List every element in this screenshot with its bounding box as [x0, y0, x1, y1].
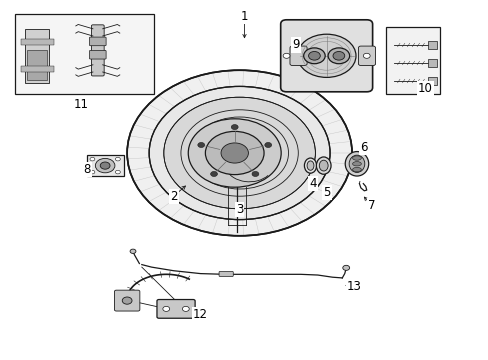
- Ellipse shape: [304, 158, 316, 173]
- Bar: [427, 41, 436, 49]
- FancyBboxPatch shape: [289, 46, 306, 66]
- Ellipse shape: [345, 152, 368, 176]
- Circle shape: [363, 53, 369, 58]
- Circle shape: [308, 51, 320, 60]
- Circle shape: [122, 297, 132, 304]
- Circle shape: [264, 143, 271, 148]
- Circle shape: [90, 157, 95, 161]
- Circle shape: [283, 24, 369, 87]
- FancyBboxPatch shape: [89, 37, 106, 46]
- Circle shape: [95, 158, 115, 173]
- Circle shape: [188, 119, 281, 187]
- Circle shape: [251, 171, 258, 176]
- Bar: [15, 14, 154, 94]
- Text: 1: 1: [240, 10, 248, 23]
- Circle shape: [130, 249, 136, 253]
- Circle shape: [327, 48, 349, 64]
- Circle shape: [115, 170, 120, 174]
- FancyBboxPatch shape: [25, 29, 49, 83]
- Circle shape: [90, 170, 95, 174]
- Circle shape: [100, 162, 110, 169]
- Text: 9: 9: [292, 39, 300, 51]
- Text: 12: 12: [193, 309, 207, 321]
- Circle shape: [210, 171, 217, 176]
- Ellipse shape: [319, 160, 327, 171]
- Circle shape: [342, 265, 349, 270]
- Text: 3: 3: [235, 203, 243, 216]
- Text: 4: 4: [308, 177, 316, 190]
- Circle shape: [149, 86, 329, 220]
- FancyBboxPatch shape: [157, 300, 195, 318]
- Text: 8: 8: [83, 163, 91, 176]
- Circle shape: [303, 48, 325, 64]
- Text: 13: 13: [346, 280, 361, 293]
- FancyBboxPatch shape: [27, 50, 47, 80]
- Text: 10: 10: [417, 82, 432, 95]
- Ellipse shape: [352, 167, 361, 172]
- Text: 5: 5: [322, 186, 330, 199]
- Circle shape: [221, 143, 248, 163]
- Circle shape: [205, 131, 264, 175]
- FancyBboxPatch shape: [86, 155, 123, 176]
- Bar: [386, 27, 439, 94]
- FancyBboxPatch shape: [91, 25, 104, 76]
- FancyBboxPatch shape: [280, 20, 372, 92]
- Ellipse shape: [352, 162, 361, 166]
- Text: 7: 7: [367, 199, 375, 212]
- Ellipse shape: [306, 161, 313, 170]
- Circle shape: [297, 34, 355, 77]
- Text: 11: 11: [74, 98, 89, 111]
- Bar: [427, 59, 436, 67]
- Circle shape: [163, 97, 315, 209]
- Circle shape: [198, 143, 204, 148]
- Bar: [427, 77, 436, 85]
- Ellipse shape: [316, 157, 330, 174]
- FancyBboxPatch shape: [358, 46, 375, 66]
- FancyBboxPatch shape: [20, 66, 54, 72]
- FancyBboxPatch shape: [219, 271, 233, 276]
- Text: 2: 2: [169, 190, 177, 203]
- FancyBboxPatch shape: [20, 39, 54, 45]
- Circle shape: [115, 157, 120, 161]
- Circle shape: [231, 125, 238, 130]
- Circle shape: [127, 70, 351, 236]
- FancyBboxPatch shape: [89, 50, 106, 59]
- Circle shape: [182, 306, 189, 311]
- Circle shape: [283, 53, 289, 58]
- Circle shape: [332, 51, 344, 60]
- Ellipse shape: [352, 156, 361, 160]
- Text: 6: 6: [360, 141, 367, 154]
- Ellipse shape: [348, 155, 364, 172]
- FancyBboxPatch shape: [114, 290, 140, 311]
- Circle shape: [163, 306, 169, 311]
